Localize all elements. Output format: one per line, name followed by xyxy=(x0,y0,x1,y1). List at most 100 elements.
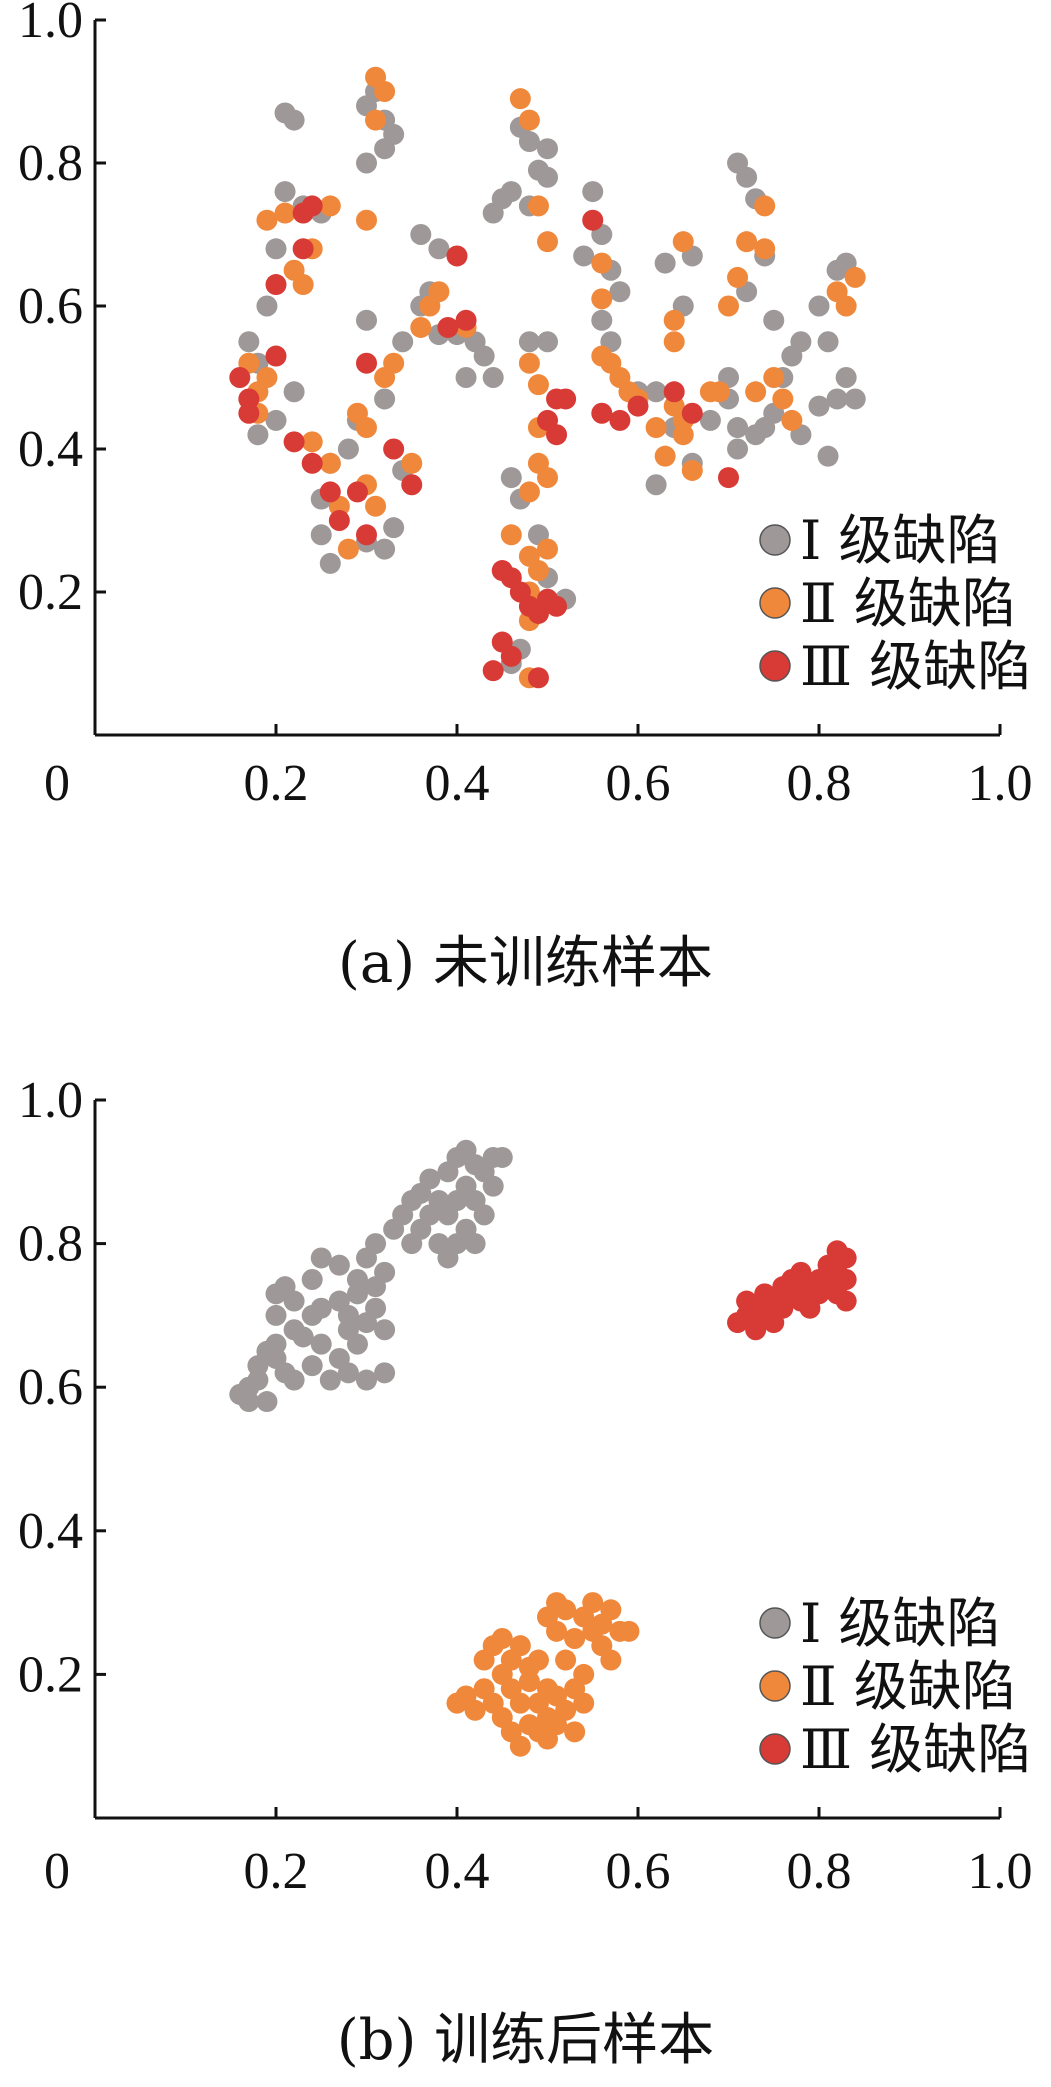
data-point xyxy=(455,367,477,388)
data-point xyxy=(555,1599,577,1621)
data-point xyxy=(265,1333,287,1355)
data-point xyxy=(681,459,703,481)
legend-item: Ⅰ 级缺陷 xyxy=(759,1592,1001,1655)
data-point xyxy=(591,402,613,424)
data-points xyxy=(229,1139,857,1757)
data-point xyxy=(229,367,251,388)
data-point xyxy=(609,409,631,431)
data-point xyxy=(274,181,296,203)
data-point xyxy=(618,1620,640,1642)
data-point xyxy=(319,552,341,574)
data-point xyxy=(645,474,667,496)
data-point xyxy=(491,1146,513,1168)
legend-item: Ⅱ 级缺陷 xyxy=(759,572,1016,635)
data-point xyxy=(582,1592,604,1614)
data-point xyxy=(401,452,423,474)
legend-label: Ⅲ 级缺陷 xyxy=(800,635,1031,698)
legend-marker xyxy=(759,1607,791,1639)
data-point xyxy=(365,495,387,517)
legend-label: Ⅰ 级缺陷 xyxy=(800,1592,1001,1655)
data-point xyxy=(518,352,540,374)
data-point xyxy=(763,367,785,388)
data-point xyxy=(835,1269,857,1290)
data-point xyxy=(473,345,495,367)
data-point xyxy=(410,316,432,338)
data-point xyxy=(401,474,423,496)
data-point xyxy=(365,1233,387,1255)
x-tick-label: 0.4 xyxy=(425,755,490,812)
data-point xyxy=(672,424,694,446)
data-point xyxy=(337,1362,359,1384)
data-point xyxy=(790,331,812,353)
data-point xyxy=(582,209,604,231)
data-point xyxy=(537,538,558,560)
data-point xyxy=(835,1247,857,1269)
legend-marker xyxy=(759,587,791,619)
data-point xyxy=(346,1283,368,1305)
legend-marker xyxy=(759,1670,791,1702)
data-point xyxy=(482,660,504,682)
data-point xyxy=(283,431,305,453)
data-point xyxy=(365,1297,387,1319)
data-point xyxy=(500,645,522,667)
data-point xyxy=(374,1319,396,1341)
data-point xyxy=(591,252,613,274)
data-point xyxy=(537,138,558,160)
x-tick-label: 0.8 xyxy=(787,755,852,812)
data-point xyxy=(256,1391,278,1413)
data-point xyxy=(817,445,839,467)
data-point xyxy=(247,1369,269,1391)
data-point xyxy=(238,331,260,353)
data-point xyxy=(518,331,540,353)
data-point xyxy=(346,481,368,503)
data-point xyxy=(546,1620,568,1642)
data-point xyxy=(527,374,549,396)
data-point xyxy=(392,331,414,353)
x-tick-label: 1.0 xyxy=(968,1843,1033,1900)
data-point xyxy=(663,309,685,331)
data-point xyxy=(727,438,749,460)
data-point xyxy=(763,309,785,331)
y-tick-label: 0.2 xyxy=(18,564,83,621)
data-point xyxy=(238,402,260,424)
data-point xyxy=(310,524,332,546)
y-tick-label: 1.0 xyxy=(18,1072,83,1129)
series-3 xyxy=(229,195,739,689)
data-point xyxy=(419,1168,441,1190)
x-tick-label: 0.8 xyxy=(787,1843,852,1900)
data-point xyxy=(681,402,703,424)
data-point xyxy=(727,266,749,288)
data-point xyxy=(835,1290,857,1312)
data-point xyxy=(555,1649,577,1671)
data-point xyxy=(654,252,676,274)
y-tick-label: 0.4 xyxy=(18,1503,83,1560)
data-point xyxy=(428,238,450,260)
data-point xyxy=(509,1735,531,1757)
data-point xyxy=(301,452,323,474)
caption-a: (a) 未训练样本 xyxy=(338,931,713,996)
data-point xyxy=(537,331,558,353)
data-point xyxy=(600,1649,622,1671)
data-point xyxy=(356,524,377,546)
data-point xyxy=(274,202,296,224)
x-tick-label: 0.6 xyxy=(606,755,671,812)
data-point xyxy=(428,281,450,303)
data-point xyxy=(518,109,540,131)
data-point xyxy=(573,1692,595,1714)
data-point xyxy=(374,81,396,102)
data-point xyxy=(374,388,396,410)
data-point xyxy=(328,510,350,531)
data-point xyxy=(310,1333,332,1355)
legend-marker xyxy=(759,650,791,682)
data-point xyxy=(573,245,595,267)
data-point xyxy=(663,381,685,403)
series-3 xyxy=(727,1240,857,1341)
data-point xyxy=(537,231,558,253)
data-point xyxy=(609,281,631,303)
data-point xyxy=(356,309,377,331)
data-point xyxy=(265,238,287,260)
data-point xyxy=(356,417,377,439)
data-point xyxy=(464,1699,486,1721)
